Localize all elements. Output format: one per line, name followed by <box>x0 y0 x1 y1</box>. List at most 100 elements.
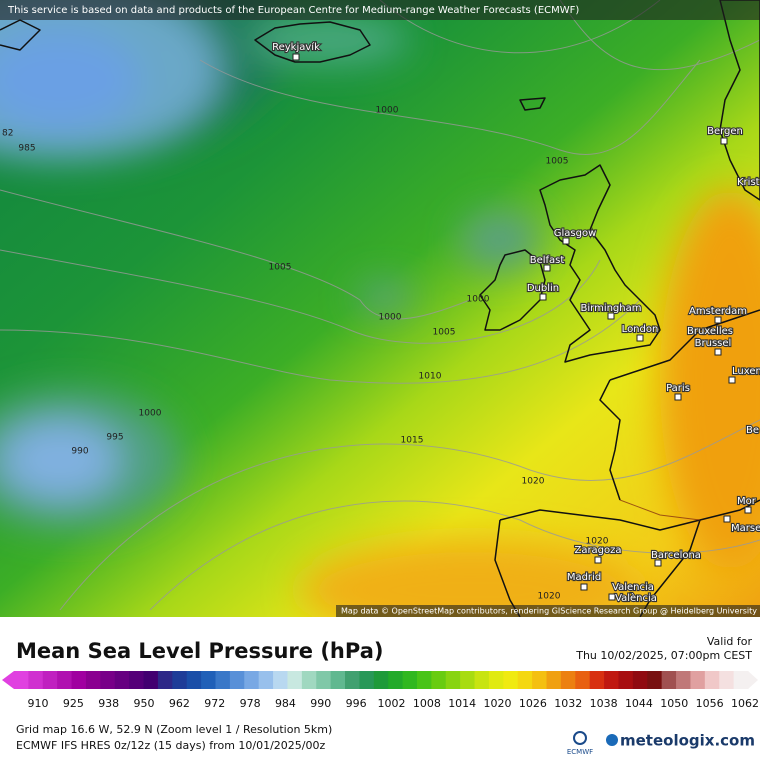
colorbar-label: 972 <box>204 697 225 710</box>
city-label: Dublin <box>527 283 559 294</box>
ecmwf-logo: ECMWF <box>567 748 593 756</box>
isobar-label: 1000 <box>376 106 399 116</box>
colorbar-swatch <box>488 671 504 689</box>
colorbar-label: 1056 <box>696 697 724 710</box>
city-dot <box>674 393 682 401</box>
colorbar-swatch <box>143 671 159 689</box>
colorbar-swatch <box>733 671 749 689</box>
colorbar-label: 925 <box>63 697 84 710</box>
city-label: Glasgow <box>554 228 597 239</box>
colorbar-swatch <box>402 671 418 689</box>
colorbar-label: 1020 <box>484 697 512 710</box>
isobar-label: 82 <box>2 129 13 139</box>
colorbar-swatch <box>172 671 188 689</box>
colorbar-label: 1014 <box>448 697 476 710</box>
colorbar-swatch <box>704 671 720 689</box>
colorbar-swatch <box>42 671 58 689</box>
city-label: Bruxelles <box>687 326 733 337</box>
city-label: Mor <box>737 496 757 507</box>
city-dot <box>714 316 722 324</box>
colorbar-label: 1050 <box>660 697 688 710</box>
colorbar-label: 990 <box>310 697 331 710</box>
city-dot <box>723 515 731 523</box>
city-label: Brussel <box>695 338 732 349</box>
title: Mean Sea Level Pressure (hPa) <box>16 639 383 663</box>
colorbar-swatch <box>100 671 116 689</box>
colorbar-label: 978 <box>240 697 261 710</box>
city-dot <box>714 348 722 356</box>
colorbar-label: 1008 <box>413 697 441 710</box>
isobar-label: 990 <box>71 447 88 457</box>
colorbar-swatch <box>676 671 691 689</box>
attribution: Map data © OpenStreetMap contributors, r… <box>341 607 757 616</box>
city-label: Krist <box>737 177 760 188</box>
colorbar-swatch <box>546 671 562 689</box>
colorbar-swatch <box>719 671 735 689</box>
city-label: Paris <box>666 383 690 394</box>
city-label: London <box>622 324 659 335</box>
colorbar-swatch <box>129 671 145 689</box>
valid-time: Thu 10/02/2025, 07:00pm CEST <box>575 649 752 662</box>
colorbar-label: 950 <box>134 697 155 710</box>
colorbar-label: 1002 <box>378 697 406 710</box>
colorbar-swatch <box>388 671 404 689</box>
isobar-label: 985 <box>18 144 35 154</box>
colorbar-label: 996 <box>346 697 367 710</box>
city-label: Zaragoza <box>574 545 621 556</box>
banner-bg <box>0 0 760 20</box>
city-layer: Reykjavík Bergen Krist Glasgow Belfast Dublin… <box>271 40 760 605</box>
colorbar-label: 1044 <box>625 697 653 710</box>
site[interactable]: meteologix.com <box>620 732 755 750</box>
isobar-label: 1000 <box>467 295 490 305</box>
colorbar-swatch <box>229 671 245 689</box>
city-label: Madrid <box>567 572 601 583</box>
colorbar-swatch <box>71 671 87 689</box>
colorbar-swatch <box>201 671 216 689</box>
colorbar-label: 1062 <box>731 697 759 710</box>
isobar-label: 1000 <box>379 313 402 323</box>
attribution-bg <box>336 605 760 617</box>
colorbar-swatch <box>301 671 317 689</box>
city-label: València <box>615 592 657 604</box>
colorbar-swatch <box>532 671 548 689</box>
colorbar-swatch <box>661 671 677 689</box>
isobar-label: 1020 <box>538 592 561 602</box>
isobar-label: 1020 <box>522 477 545 487</box>
city-dot <box>580 583 588 591</box>
isobar-label: 1020 <box>586 537 609 547</box>
city-label: Valencia <box>612 582 654 593</box>
city-dot <box>607 312 615 320</box>
colorbar-swatch <box>460 671 476 689</box>
grid-info: Grid map 16.6 W, 52.9 N (Zoom level 1 / … <box>16 723 332 736</box>
colorbar-swatch <box>157 671 173 689</box>
isobar-label-layer: 82 985 1000 1005 1005 1000 1000 1005 1010 1000 995… <box>2 106 609 602</box>
city-label: Marse <box>731 523 760 534</box>
ecmwf-icon <box>573 731 587 745</box>
city-label: Amsterdam <box>689 306 747 317</box>
city-dot <box>594 556 602 564</box>
city-label: Luxembou <box>732 366 760 377</box>
colorbar-swatch <box>445 671 461 689</box>
colorbar-swatch <box>85 671 101 689</box>
model-info: ECMWF IFS HRES 0z/12z (15 days) from 10/… <box>16 739 326 752</box>
colorbar-label: 910 <box>28 697 49 710</box>
isobar-label: 1005 <box>433 328 456 338</box>
colorbar-swatch <box>316 671 332 689</box>
colorbar-swatch <box>647 671 663 689</box>
colorbar-label: 938 <box>98 697 119 710</box>
isobar-label: 1010 <box>419 372 442 382</box>
city-dot <box>654 559 662 567</box>
colorbar-swatch <box>632 671 648 689</box>
colorbar-swatch <box>359 671 375 689</box>
city-dot <box>608 593 616 601</box>
colorbar-swatch <box>618 671 634 689</box>
colorbar-swatch <box>690 671 706 689</box>
colorbar-swatch <box>560 671 576 689</box>
colorbar-label: 1032 <box>554 697 582 710</box>
colorbar-swatch <box>273 671 288 689</box>
map: Reykjavík Bergen Krist Glasgow Belfast Dublin… <box>0 0 760 617</box>
colorbar-swatch <box>258 671 274 689</box>
colorbar-swatch <box>503 671 519 689</box>
isobar-label: 1005 <box>546 157 569 167</box>
